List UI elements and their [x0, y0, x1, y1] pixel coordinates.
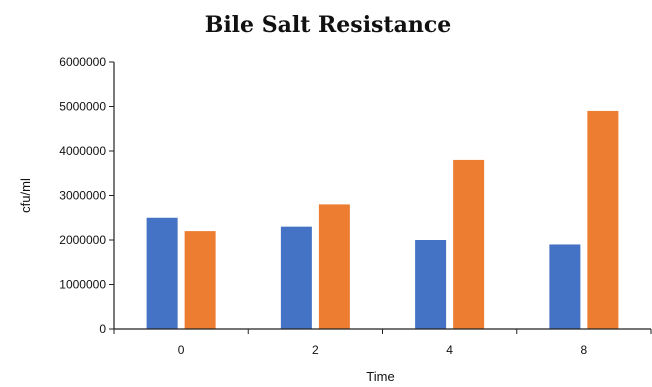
y-tick-label: 3000000 [59, 189, 106, 203]
x-tick-group: 0 2 4 8 [113, 329, 652, 357]
x-axis-label: Time [366, 369, 394, 384]
chart-title: Bile Salt Resistance [205, 12, 452, 38]
bar-group [146, 110, 619, 329]
x-tick-label: 2 [312, 343, 319, 357]
bar-series-1-time-8 [549, 244, 581, 329]
bar-series-2-time-0 [184, 231, 216, 329]
x-tick-label: 0 [178, 343, 185, 357]
bar-series-1-time-4 [415, 240, 447, 329]
y-tick-group: 0 1000000 2000000 3000000 4000000 5000000 6000… [59, 55, 114, 336]
y-tick-label: 2000000 [59, 233, 106, 247]
y-axis-label: cfu/ml [18, 178, 33, 213]
bar-series-2-time-8 [587, 110, 619, 329]
bar-series-1-time-2 [280, 226, 312, 329]
bar-series-2-time-4 [453, 159, 485, 329]
y-tick-label: 6000000 [59, 55, 106, 69]
x-tick-label: 8 [581, 343, 588, 357]
y-tick-label: 5000000 [59, 100, 106, 114]
y-tick-label: 4000000 [59, 144, 106, 158]
y-tick-label: 1000000 [59, 278, 106, 292]
bar-series-1-time-0 [146, 217, 178, 329]
x-tick-label: 4 [446, 343, 453, 357]
y-tick-label: 0 [99, 322, 106, 336]
bar-series-2-time-2 [318, 204, 350, 329]
